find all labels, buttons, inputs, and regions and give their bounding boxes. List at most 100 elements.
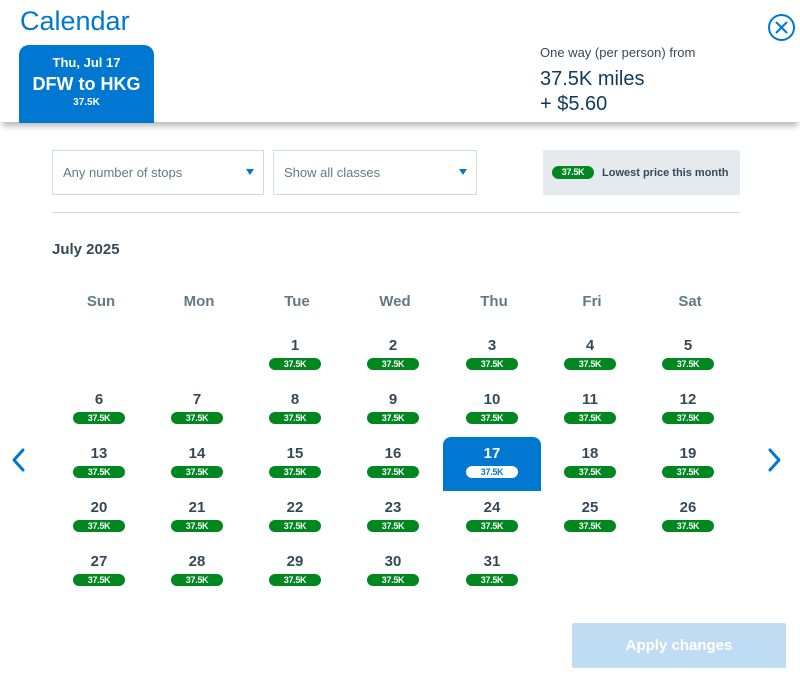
- day-number: 8: [290, 391, 300, 408]
- calendar-day[interactable]: 30 37.5K: [344, 545, 442, 599]
- trip-tab[interactable]: Thu, Jul 17 DFW to HKG 37.5K: [19, 45, 154, 123]
- day-number: 12: [679, 391, 697, 408]
- legend-label: Lowest price this month: [602, 166, 729, 179]
- lowest-price-legend: 37.5K Lowest price this month: [543, 150, 740, 195]
- stops-select[interactable]: Any number of stops: [52, 150, 264, 195]
- day-price-pill: 37.5K: [73, 574, 125, 586]
- day-price-pill: 37.5K: [269, 520, 321, 532]
- caret-down-icon: [459, 169, 467, 175]
- day-number: 22: [286, 499, 304, 516]
- day-number: 1: [290, 337, 300, 354]
- day-price-pill: 37.5K: [564, 358, 616, 370]
- close-icon: [775, 21, 788, 34]
- calendar-day[interactable]: 6 37.5K: [50, 383, 148, 437]
- day-number: 20: [90, 499, 108, 516]
- apply-changes-button[interactable]: Apply changes: [572, 623, 786, 668]
- next-month-button[interactable]: [765, 446, 785, 474]
- day-price-pill: 37.5K: [466, 574, 518, 586]
- day-price-pill: 37.5K: [564, 466, 616, 478]
- day-number: 4: [585, 337, 595, 354]
- day-number: 16: [384, 445, 402, 462]
- calendar-day[interactable]: 9 37.5K: [344, 383, 442, 437]
- trip-date: Thu, Jul 17: [52, 55, 121, 70]
- calendar-day[interactable]: 26 37.5K: [639, 491, 737, 545]
- calendar-day[interactable]: 22 37.5K: [246, 491, 344, 545]
- day-price-pill: 37.5K: [466, 466, 518, 478]
- calendar-day[interactable]: 3 37.5K: [443, 329, 541, 383]
- day-number: 11: [582, 391, 598, 408]
- calendar-day[interactable]: 20 37.5K: [50, 491, 148, 545]
- day-number: 21: [188, 499, 206, 516]
- calendar-day[interactable]: 18 37.5K: [541, 437, 639, 491]
- close-button[interactable]: [768, 14, 795, 41]
- divider: [52, 212, 740, 213]
- stops-select-value: Any number of stops: [63, 165, 183, 180]
- legend-price-pill: 37.5K: [552, 166, 594, 179]
- weekday-header: Fri: [582, 293, 602, 310]
- weekday-header: Wed: [379, 293, 411, 310]
- day-price-pill: 37.5K: [662, 358, 714, 370]
- day-price-pill: 37.5K: [73, 520, 125, 532]
- calendar-day[interactable]: 10 37.5K: [443, 383, 541, 437]
- page-title: Calendar: [20, 6, 130, 36]
- calendar-day[interactable]: 12 37.5K: [639, 383, 737, 437]
- day-price-pill: 37.5K: [171, 466, 223, 478]
- calendar-day[interactable]: 13 37.5K: [50, 437, 148, 491]
- weekday-header: Thu: [480, 293, 508, 310]
- day-price-pill: 37.5K: [662, 520, 714, 532]
- day-number: 15: [286, 445, 304, 462]
- calendar-day[interactable]: 5 37.5K: [639, 329, 737, 383]
- calendar-day[interactable]: 23 37.5K: [344, 491, 442, 545]
- day-number: 6: [94, 391, 104, 408]
- calendar-day[interactable]: 19 37.5K: [639, 437, 737, 491]
- day-number: 19: [679, 445, 697, 462]
- day-price-pill: 37.5K: [662, 412, 714, 424]
- calendar-day[interactable]: 27 37.5K: [50, 545, 148, 599]
- class-select[interactable]: Show all classes: [273, 150, 477, 195]
- day-number: 28: [188, 553, 206, 570]
- day-price-pill: 37.5K: [466, 412, 518, 424]
- calendar-day[interactable]: 29 37.5K: [246, 545, 344, 599]
- day-number: 27: [90, 553, 108, 570]
- day-number: 26: [679, 499, 697, 516]
- calendar-day[interactable]: 7 37.5K: [148, 383, 246, 437]
- trip-price: 37.5K: [73, 97, 100, 108]
- caret-down-icon: [246, 169, 254, 175]
- day-number: 23: [384, 499, 402, 516]
- day-price-pill: 37.5K: [466, 520, 518, 532]
- day-price-pill: 37.5K: [269, 574, 321, 586]
- calendar-day[interactable]: 11 37.5K: [541, 383, 639, 437]
- calendar-day[interactable]: 24 37.5K: [443, 491, 541, 545]
- calendar-day[interactable]: 16 37.5K: [344, 437, 442, 491]
- calendar-day[interactable]: 1 37.5K: [246, 329, 344, 383]
- weekday-header: Tue: [284, 293, 310, 310]
- day-number: 31: [483, 553, 501, 570]
- calendar-day[interactable]: 28 37.5K: [148, 545, 246, 599]
- calendar-day[interactable]: 15 37.5K: [246, 437, 344, 491]
- day-price-pill: 37.5K: [367, 520, 419, 532]
- price-caption: One way (per person) from: [540, 45, 696, 60]
- day-price-pill: 37.5K: [73, 412, 125, 424]
- calendar-header: Calendar Thu, Jul 17 DFW to HKG 37.5K On…: [0, 0, 800, 123]
- class-select-value: Show all classes: [284, 165, 381, 180]
- day-price-pill: 37.5K: [564, 412, 616, 424]
- calendar-day[interactable]: 17 37.5K: [443, 437, 541, 491]
- calendar-day[interactable]: 8 37.5K: [246, 383, 344, 437]
- calendar-day[interactable]: 14 37.5K: [148, 437, 246, 491]
- day-price-pill: 37.5K: [367, 574, 419, 586]
- weekday-header: Sun: [86, 293, 116, 310]
- day-price-pill: 37.5K: [73, 466, 125, 478]
- day-number: 29: [286, 553, 304, 570]
- day-number: 18: [581, 445, 599, 462]
- calendar-day[interactable]: 31 37.5K: [443, 545, 541, 599]
- calendar-day[interactable]: 2 37.5K: [344, 329, 442, 383]
- calendar-day[interactable]: 21 37.5K: [148, 491, 246, 545]
- day-price-pill: 37.5K: [269, 466, 321, 478]
- chevron-left-icon: [12, 448, 25, 472]
- day-number: 30: [384, 553, 402, 570]
- calendar-day[interactable]: 25 37.5K: [541, 491, 639, 545]
- day-number: 25: [581, 499, 599, 516]
- previous-month-button[interactable]: [8, 446, 28, 474]
- day-price-pill: 37.5K: [269, 358, 321, 370]
- calendar-day[interactable]: 4 37.5K: [541, 329, 639, 383]
